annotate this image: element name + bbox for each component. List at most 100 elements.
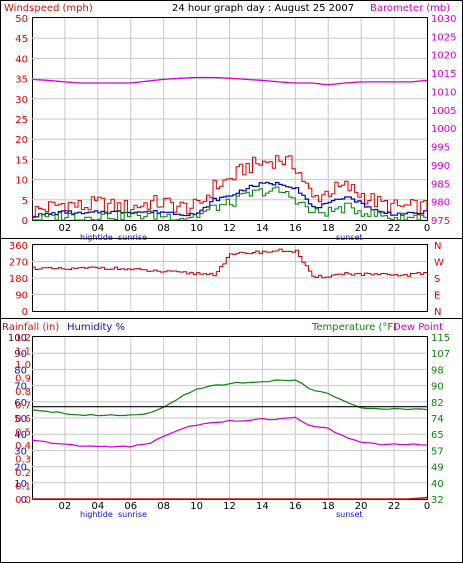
barometer-y-tick-label: 990 (431, 161, 450, 172)
sunrise-label-top: sunrise (118, 233, 147, 242)
temperature-series-line (31, 379, 428, 417)
rain-y-tick-label: 0.9 (15, 374, 31, 385)
barometer-y-tick-label: 975 (431, 216, 450, 227)
compass-tick-label: S (434, 274, 440, 285)
x-tick-label: 16 (289, 223, 302, 234)
x-tick-label: 06 (124, 501, 137, 512)
x-tick-label: 14 (256, 501, 269, 512)
x-tick-label: 0 (424, 501, 430, 512)
wind-y-tick-label: 15 (15, 155, 28, 166)
wind-direction-series-line (32, 248, 428, 279)
rain-y-tick-label: 1.2 (15, 333, 31, 344)
barometer-axis-label: Barometer (mb) (370, 3, 450, 14)
wind-y-tick-label: 10 (15, 176, 28, 187)
temperature-y-tick-label: 107 (431, 349, 450, 360)
temperature-y-tick-label: 65 (431, 430, 444, 441)
humidity-y-tick-label: 40 (14, 430, 27, 441)
x-tick-label: 22 (388, 501, 401, 512)
wind-y-tick-label: 40 (15, 54, 28, 65)
chart-marks: 02 04 06 08 10 12 14 16 18 20 22 005101520253035404… (8, 14, 457, 512)
temperature-y-tick-label: 98 (431, 365, 444, 376)
wind-axis-label: Windspeed (mph) (4, 3, 93, 14)
x-tick-label: 10 (190, 501, 203, 512)
page-title: 24 hour graph day : August 25 2007 (172, 3, 354, 14)
windspeed-series-line (32, 155, 428, 217)
wind-y-tick-label: 50 (15, 14, 28, 25)
x-tick-label: 18 (322, 501, 335, 512)
sunset-label-bottom: sunset (336, 510, 363, 519)
hightide-label-bottom: hightide (80, 510, 113, 519)
humidity-axis-label: Humidity % (67, 322, 125, 333)
rain-y-tick-label: 0.6 (15, 414, 31, 425)
temperature-y-tick-label: 57 (431, 446, 444, 457)
temperature-y-tick-label: 32 (431, 495, 444, 506)
direction-y-tick-label: 0 (22, 307, 28, 318)
wind-low-series-line (32, 186, 427, 221)
x-tick-label: 04 (91, 223, 104, 234)
x-tick-label: 10 (190, 223, 203, 234)
wind-average-series-line (32, 181, 428, 218)
wind-y-tick-label: 25 (15, 115, 28, 126)
rain-y-tick-label: 1.0 (15, 360, 31, 371)
barometer-series-line (31, 76, 428, 86)
wind-y-tick-label: 20 (15, 135, 28, 146)
humidity-y-tick-label: 70 (14, 382, 27, 393)
rain-y-tick-label: 0.5 (15, 428, 31, 439)
barometer-y-tick-label: 1010 (431, 87, 456, 98)
rain-y-tick-label: 0.0 (15, 495, 31, 506)
wind-y-tick-label: 35 (15, 75, 28, 86)
sunrise-label-bottom: sunrise (118, 510, 147, 519)
humidity-y-tick-label: 0 (21, 495, 27, 506)
humidity-y-tick-label: 20 (14, 463, 27, 474)
x-tick-label: 08 (157, 501, 170, 512)
rain-y-tick-label: 0.8 (15, 387, 31, 398)
temperature-axis-label: Temperature (°F) (311, 322, 397, 333)
compass-tick-label: N (434, 241, 441, 252)
compass-tick-label: E (434, 291, 440, 302)
humidity-y-tick-label: 80 (14, 365, 27, 376)
temperature-y-tick-label: 74 (431, 414, 444, 425)
barometer-y-tick-label: 995 (431, 143, 450, 154)
rain-y-tick-label: 1.1 (15, 347, 31, 358)
direction-y-tick-label: 180 (9, 274, 28, 285)
x-tick-label: 22 (388, 223, 401, 234)
x-tick-label: 08 (157, 223, 170, 234)
x-tick-label: 18 (322, 223, 335, 234)
humidity-y-tick-label: 30 (14, 446, 27, 457)
temperature-y-tick-label: 82 (431, 398, 444, 409)
x-tick-label: 20 (355, 223, 368, 234)
rain-y-tick-label: 0.7 (15, 401, 31, 412)
wind-y-tick-label: 0 (22, 216, 28, 227)
barometer-y-tick-label: 980 (431, 198, 450, 209)
rain-y-tick-label: 0.2 (15, 468, 31, 479)
x-tick-label: 12 (223, 223, 236, 234)
barometer-y-tick-label: 1005 (431, 106, 456, 117)
direction-y-tick-label: 360 (9, 241, 28, 252)
barometer-y-tick-label: 1030 (431, 14, 456, 25)
dewpoint-axis-label: Dew Point (393, 322, 443, 333)
x-tick-label: 12 (223, 501, 236, 512)
x-tick-label: 16 (289, 501, 302, 512)
rain-y-tick-label: 0.3 (15, 455, 31, 466)
direction-y-tick-label: 270 (9, 258, 28, 269)
x-tick-label: 06 (124, 223, 137, 234)
humidity-y-tick-label: 90 (14, 349, 27, 360)
hightide-label-top: hightide (80, 233, 113, 242)
humidity-y-tick-label: 100 (8, 333, 27, 344)
wind-y-tick-label: 30 (15, 95, 28, 106)
wind-y-tick-label: 5 (22, 196, 28, 207)
barometer-y-tick-label: 1020 (431, 51, 456, 62)
compass-tick-label: N (434, 307, 441, 318)
rain-y-tick-label: 0.4 (15, 441, 31, 452)
barometer-y-tick-label: 985 (431, 179, 450, 190)
x-tick-label: 20 (355, 501, 368, 512)
temperature-y-tick-label: 40 (431, 479, 444, 490)
sunset-label-top: sunset (336, 233, 363, 242)
humidity-y-tick-label: 10 (14, 479, 27, 490)
dewpoint-series-line (31, 416, 428, 448)
barometer-y-tick-label: 1025 (431, 32, 456, 43)
humidity-y-tick-label: 50 (14, 414, 27, 425)
